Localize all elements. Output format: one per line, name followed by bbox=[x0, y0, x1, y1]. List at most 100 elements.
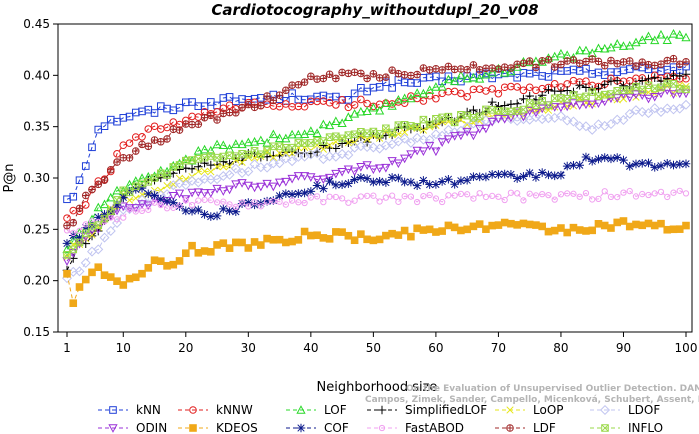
data-point bbox=[344, 103, 353, 112]
data-point bbox=[531, 173, 541, 182]
data-point bbox=[312, 175, 322, 185]
data-point bbox=[262, 162, 273, 173]
data-point bbox=[393, 94, 404, 104]
data-point bbox=[418, 134, 429, 145]
data-point bbox=[644, 219, 653, 228]
data-point bbox=[350, 89, 359, 98]
data-point bbox=[200, 102, 209, 110]
y-tick-label: 0.15 bbox=[23, 325, 50, 339]
data-point bbox=[419, 97, 428, 105]
data-point bbox=[425, 120, 434, 129]
legend-label: SimplifiedLOF bbox=[405, 403, 487, 417]
data-point bbox=[189, 406, 197, 414]
data-point bbox=[238, 104, 246, 112]
data-point bbox=[545, 192, 552, 199]
data-point bbox=[75, 204, 84, 213]
data-point bbox=[363, 235, 371, 244]
data-point bbox=[619, 81, 628, 91]
data-point bbox=[651, 190, 658, 197]
data-point bbox=[639, 190, 646, 198]
data-point bbox=[400, 154, 410, 164]
data-point bbox=[638, 85, 647, 94]
data-point bbox=[495, 193, 502, 200]
data-point bbox=[350, 130, 359, 139]
data-point bbox=[562, 161, 572, 171]
data-point bbox=[582, 64, 590, 73]
data-point bbox=[625, 65, 634, 73]
legend-label: LOF bbox=[324, 403, 347, 417]
data-point bbox=[257, 152, 265, 161]
data-point bbox=[93, 213, 103, 222]
data-point bbox=[432, 65, 440, 73]
data-point bbox=[394, 173, 403, 183]
data-point bbox=[343, 149, 354, 160]
data-point bbox=[419, 115, 428, 124]
series-line bbox=[66, 73, 687, 271]
chart-title: Cardiotocography_withoutdupl_20_v08 bbox=[211, 1, 538, 19]
data-point bbox=[450, 223, 459, 232]
data-point bbox=[169, 260, 178, 269]
data-point bbox=[188, 120, 196, 129]
data-point bbox=[656, 161, 666, 171]
data-point bbox=[250, 238, 259, 246]
data-point bbox=[400, 71, 409, 79]
data-point bbox=[344, 139, 353, 147]
data-point bbox=[245, 203, 252, 210]
data-point bbox=[437, 138, 447, 147]
data-point bbox=[682, 190, 690, 197]
data-point bbox=[151, 199, 158, 206]
data-point bbox=[588, 100, 596, 108]
data-point bbox=[525, 106, 535, 116]
data-point bbox=[269, 96, 278, 105]
data-point bbox=[569, 56, 578, 64]
data-point bbox=[144, 125, 153, 133]
data-point bbox=[262, 138, 272, 147]
data-point bbox=[468, 131, 479, 141]
data-point bbox=[418, 147, 429, 157]
y-tick-label: 0.20 bbox=[23, 274, 50, 288]
data-point bbox=[307, 231, 315, 240]
data-point bbox=[199, 173, 210, 184]
legend-item-knnw: kNNW bbox=[178, 403, 253, 417]
data-point bbox=[669, 70, 678, 80]
data-point bbox=[288, 237, 296, 246]
data-point bbox=[325, 70, 334, 78]
data-point bbox=[407, 193, 415, 200]
data-point bbox=[468, 72, 479, 82]
data-point bbox=[319, 234, 328, 242]
data-point bbox=[625, 93, 635, 103]
data-point bbox=[544, 85, 553, 94]
data-point bbox=[218, 171, 229, 182]
data-point bbox=[650, 84, 659, 93]
data-point bbox=[463, 120, 471, 129]
data-point bbox=[631, 90, 641, 100]
data-point bbox=[88, 143, 96, 152]
data-point bbox=[163, 205, 171, 212]
data-point bbox=[206, 189, 216, 198]
data-point bbox=[319, 74, 328, 83]
data-point bbox=[388, 192, 396, 199]
data-point bbox=[624, 108, 635, 119]
data-point bbox=[425, 85, 435, 94]
data-point bbox=[180, 180, 191, 191]
data-point bbox=[81, 201, 90, 209]
data-point bbox=[482, 225, 490, 233]
data-point bbox=[131, 147, 140, 155]
data-point bbox=[288, 81, 296, 89]
data-point bbox=[532, 221, 540, 229]
data-point bbox=[506, 170, 516, 179]
data-point bbox=[231, 139, 241, 148]
data-point bbox=[181, 206, 191, 216]
data-point bbox=[343, 165, 353, 175]
data-point bbox=[550, 51, 560, 61]
data-point bbox=[350, 175, 359, 184]
y-tick-label: 0.25 bbox=[23, 222, 50, 236]
data-point bbox=[125, 187, 134, 196]
data-point bbox=[600, 61, 609, 70]
data-point bbox=[626, 187, 633, 195]
data-point bbox=[199, 144, 210, 154]
data-point bbox=[439, 198, 446, 206]
data-point bbox=[450, 132, 460, 141]
data-point bbox=[324, 151, 335, 162]
data-point bbox=[600, 153, 610, 162]
